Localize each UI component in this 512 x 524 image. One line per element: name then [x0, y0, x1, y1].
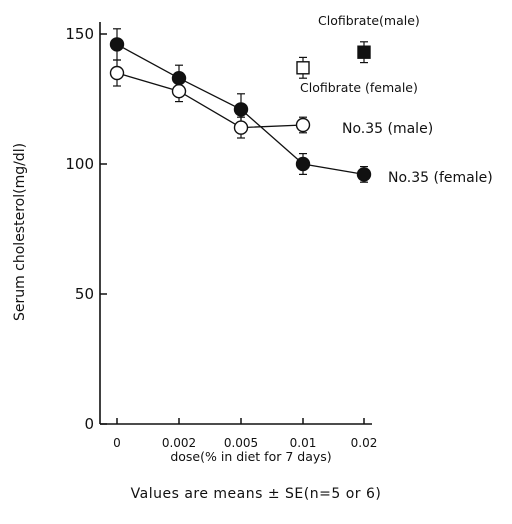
y-axis-label: Serum cholesterol(mg/dl)	[12, 143, 28, 321]
data-point	[233, 102, 249, 117]
footnote: Values are means ± SE(n=5 or 6)	[130, 486, 382, 502]
series-line	[116, 72, 304, 129]
annotation-clofibrate-female: Clofibrate(male)	[318, 13, 420, 28]
data-point	[296, 61, 310, 75]
data-point	[109, 65, 125, 81]
y-tick-label: 150	[65, 25, 94, 43]
data-point	[295, 117, 311, 133]
x-axis-label: dose(% in diet for 7 days)	[170, 449, 331, 464]
x-tick-label: 0.002	[162, 436, 196, 450]
axes	[99, 22, 372, 425]
y-tick-label: 50	[75, 285, 94, 303]
y-tick-label: 100	[65, 155, 94, 173]
annotation-layer: Clofibrate(male) Clofibrate (female) No.…	[300, 13, 493, 186]
x-tick-label: 0	[113, 436, 121, 450]
series-layer	[109, 28, 372, 183]
data-point	[109, 37, 125, 52]
data-point	[171, 83, 187, 99]
annotation-no35-female: No.35 (female)	[388, 170, 493, 186]
data-point	[171, 70, 187, 86]
annotation-clofibrate-male: Clofibrate (female)	[300, 80, 418, 95]
data-point	[357, 45, 371, 59]
x-tick-label: 0.005	[224, 436, 258, 450]
ticks: 0 50 100 150 0 0.002 0.005 0.01 0.02	[65, 25, 377, 450]
data-point	[356, 167, 372, 182]
data-point	[295, 156, 311, 172]
x-tick-label: 0.02	[351, 436, 378, 450]
x-tick-label: 0.01	[290, 436, 317, 450]
annotation-no35-male: No.35 (male)	[342, 121, 433, 137]
data-point	[233, 120, 249, 135]
y-tick-label: 0	[84, 415, 94, 433]
